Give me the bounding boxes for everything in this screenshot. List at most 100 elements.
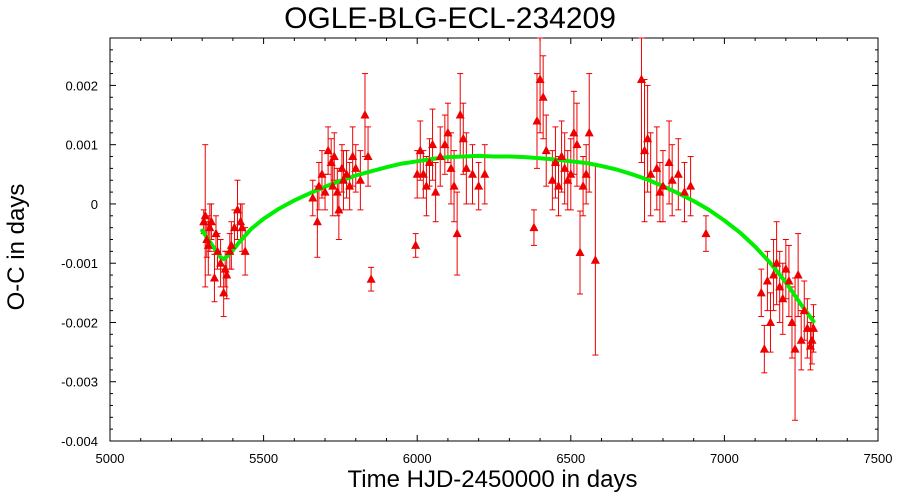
y-tick-label: 0.001 (65, 138, 98, 153)
data-point (652, 163, 662, 172)
data-point (200, 210, 210, 220)
data-point (206, 216, 216, 226)
data-point (566, 169, 576, 178)
data-point (213, 246, 223, 255)
data-point (216, 258, 226, 267)
data-point (225, 246, 235, 255)
data-point (219, 287, 229, 297)
data-point (557, 151, 567, 161)
data-point (348, 151, 358, 161)
data-point (784, 275, 794, 285)
data-point (334, 204, 344, 214)
data-point (560, 163, 570, 172)
data-point (203, 240, 213, 249)
data-point (799, 305, 809, 315)
fit-curve (200, 153, 816, 324)
data-point (418, 169, 428, 178)
data-point (226, 240, 236, 249)
y-tick-label: -0.001 (61, 256, 98, 271)
data-point (412, 169, 422, 178)
data-point (673, 169, 683, 178)
data-point (458, 133, 468, 143)
data-point (563, 175, 573, 184)
data-point (415, 145, 425, 155)
y-tick-label: 0 (91, 197, 98, 212)
data-point (793, 270, 803, 279)
y-tick-label: -0.004 (61, 434, 98, 449)
data-point (535, 74, 545, 83)
data-point (222, 270, 232, 279)
data-point (467, 169, 477, 178)
x-tick-label: 6000 (403, 451, 432, 466)
data-point (455, 110, 465, 119)
data-point (569, 127, 579, 137)
data-point (232, 204, 242, 214)
data-point (351, 163, 361, 172)
data-point (532, 115, 542, 125)
data-point (435, 151, 445, 161)
data-point (578, 181, 588, 190)
data-point (756, 287, 766, 297)
y-tick-label: -0.003 (61, 375, 98, 390)
data-point (317, 169, 327, 178)
chart-title: OGLE-BLG-ECL-234209 (284, 2, 616, 35)
data-point (366, 274, 376, 283)
data-point (338, 175, 348, 184)
data-point (667, 175, 677, 184)
data-point (808, 323, 818, 332)
data-point (209, 273, 219, 282)
data-point (658, 181, 668, 190)
data-point (778, 293, 788, 303)
data-point (237, 222, 247, 232)
data-point (431, 187, 441, 196)
data-point (790, 344, 800, 353)
data-point (229, 222, 239, 232)
data-point (759, 344, 769, 353)
data-point (452, 228, 462, 238)
data-point (443, 127, 453, 137)
data-point (424, 157, 434, 166)
data-point (529, 222, 539, 232)
data-point (323, 145, 333, 155)
y-tick-label: -0.002 (61, 315, 98, 330)
data-point (345, 181, 355, 190)
data-point (655, 187, 665, 196)
x-tick-label: 5500 (249, 451, 278, 466)
data-point (428, 139, 438, 149)
data-point (572, 139, 582, 149)
data-point (320, 187, 330, 196)
data-point (686, 181, 696, 190)
data-point (360, 110, 370, 119)
data-point (461, 163, 471, 172)
data-point (220, 264, 230, 273)
data-point (802, 323, 812, 332)
data-point (787, 317, 797, 326)
data-point (328, 181, 338, 190)
data-point (646, 169, 656, 178)
x-tick-label: 7500 (864, 451, 893, 466)
y-tick-label: 0.002 (65, 78, 98, 93)
data-point (332, 187, 342, 196)
data-point (769, 270, 779, 279)
plot-area-frame (109, 37, 879, 442)
y-axis-label: O-C in days (3, 183, 30, 311)
data-point (640, 145, 650, 155)
data-point (636, 74, 646, 83)
data-point (474, 181, 484, 190)
data-point (664, 157, 674, 166)
data-point (765, 317, 775, 326)
data-point (805, 341, 815, 350)
data-point (329, 151, 339, 161)
data-point (643, 133, 653, 143)
data-point (775, 281, 785, 291)
data-point (312, 216, 322, 226)
data-point (807, 335, 817, 344)
data-point (240, 246, 250, 255)
data-point (326, 157, 336, 166)
data-point (590, 255, 600, 264)
data-point (342, 169, 352, 178)
data-point (480, 169, 490, 178)
data-point (550, 157, 560, 166)
data-point (538, 92, 548, 101)
